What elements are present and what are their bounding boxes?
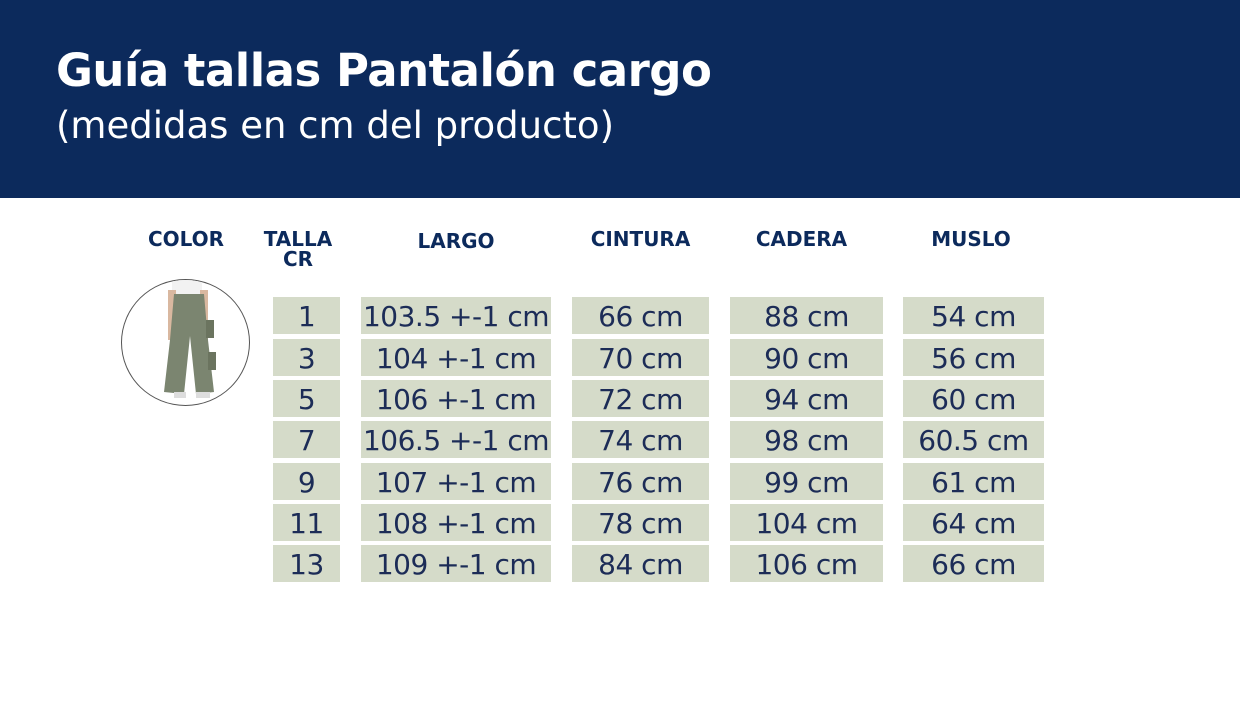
cell-largo: 104 +-1 cm [361,339,551,376]
column-header-muslo: MUSLO [931,227,1011,251]
cell-talla: 5 [273,380,340,417]
cell-cadera: 94 cm [730,380,883,417]
cell-talla: 13 [273,545,340,582]
cell-cintura: 70 cm [572,339,709,376]
cell-muslo: 54 cm [903,297,1044,334]
cell-muslo: 64 cm [903,504,1044,541]
column-header-cintura: CINTURA [590,227,691,251]
cell-talla: 9 [273,463,340,500]
cell-cintura: 72 cm [572,380,709,417]
cell-cadera: 90 cm [730,339,883,376]
cell-largo: 103.5 +-1 cm [361,297,551,334]
cell-cintura: 78 cm [572,504,709,541]
cell-talla: 11 [273,504,340,541]
cell-muslo: 60.5 cm [903,421,1044,458]
cell-largo: 107 +-1 cm [361,463,551,500]
cell-cintura: 76 cm [572,463,709,500]
cell-cadera: 106 cm [730,545,883,582]
cell-cadera: 98 cm [730,421,883,458]
cell-largo: 108 +-1 cm [361,504,551,541]
page-title: Guía tallas Pantalón cargo [56,44,712,97]
cell-cadera: 88 cm [730,297,883,334]
cell-cadera: 99 cm [730,463,883,500]
column-header-talla: TALLA CR [263,227,333,271]
cell-muslo: 56 cm [903,339,1044,376]
cell-largo: 109 +-1 cm [361,545,551,582]
cell-muslo: 61 cm [903,463,1044,500]
cell-cintura: 74 cm [572,421,709,458]
cell-cadera: 104 cm [730,504,883,541]
page-subtitle: (medidas en cm del producto) [56,104,614,147]
cell-muslo: 60 cm [903,380,1044,417]
cell-talla: 7 [273,421,340,458]
cell-largo: 106 +-1 cm [361,380,551,417]
cell-muslo: 66 cm [903,545,1044,582]
column-header-color: COLOR [147,227,225,251]
cell-talla: 3 [273,339,340,376]
cell-largo: 106.5 +-1 cm [361,421,551,458]
cell-cintura: 66 cm [572,297,709,334]
column-header-cadera: CADERA [755,227,848,251]
column-header-largo: LARGO [417,229,495,253]
cell-cintura: 84 cm [572,545,709,582]
product-color-image [121,279,250,406]
cell-talla: 1 [273,297,340,334]
header-banner: Guía tallas Pantalón cargo (medidas en c… [0,0,1240,198]
